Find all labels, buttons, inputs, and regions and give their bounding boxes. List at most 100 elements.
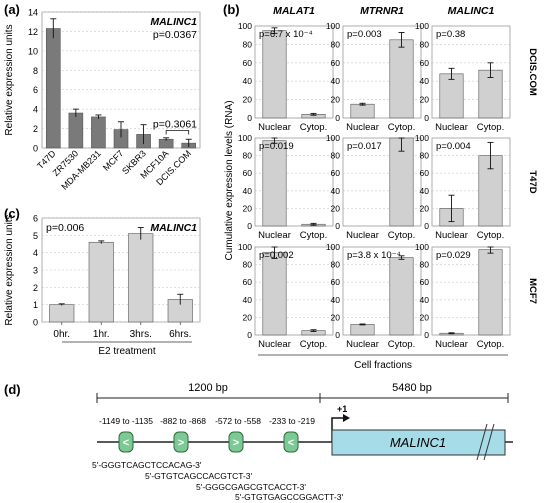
- chart-b: MALAT1 MTRNR1 MALINC1 DCIS.COM T47D MCF7 0 20 40…: [224, 5, 538, 371]
- y-tick-label: 6: [33, 85, 38, 95]
- y-tick-label: 100: [415, 21, 429, 31]
- p-value: p=6.7 x 10⁻⁴: [259, 29, 313, 40]
- x-axis-label: Cell fractions: [354, 360, 412, 371]
- y-tick-label: 20: [420, 203, 430, 213]
- x-tick-label: Cytop.: [388, 230, 415, 241]
- y-tick-label: 6: [33, 214, 38, 224]
- y-tick-label: 60: [331, 58, 341, 68]
- y-tick-label: 80: [243, 151, 253, 161]
- x-tick-label: Nuclear: [258, 230, 291, 241]
- y-tick-label: 100: [238, 242, 252, 252]
- ere-site-1: < -1149 to -1135: [99, 416, 153, 453]
- y-tick-label: 0: [247, 113, 252, 123]
- y-tick-label: 0: [424, 113, 429, 123]
- y-tick-label: 20: [331, 312, 341, 322]
- y-tick-label: 0: [33, 144, 38, 154]
- y-tick-label: 5: [33, 231, 38, 241]
- y-tick-label: 100: [415, 133, 429, 143]
- y-tick-label: 8: [33, 66, 38, 76]
- x-tick-label: 1hr.: [93, 329, 110, 340]
- column-title: MALINC1: [448, 5, 495, 17]
- ere-range: -1149 to -1135: [99, 416, 153, 426]
- bar: [262, 30, 287, 119]
- y-tick-label: 12: [28, 27, 38, 37]
- ere-box-icon: [173, 431, 189, 453]
- x-tick-label: Cytop.: [300, 230, 327, 241]
- y-tick-label: 40: [420, 186, 430, 196]
- x-tick-label: Cytop.: [388, 122, 415, 133]
- y-tick-label: 14: [28, 8, 38, 18]
- p-value: p=0.006: [46, 222, 84, 234]
- y-tick-label: 80: [420, 151, 430, 161]
- y-tick-label: 20: [420, 95, 430, 105]
- chart-title: MALINC1: [150, 16, 197, 28]
- x-tick-label: Nuclear: [435, 122, 468, 133]
- y-tick-label: 100: [326, 133, 340, 143]
- y-tick-label: 0: [424, 330, 429, 340]
- bar: [262, 251, 287, 336]
- ere-orientation-icon: >: [233, 437, 239, 449]
- promoter-diagram: 1200 bp 5480 bp +1 MALINC1 < -1149 to -1…: [92, 382, 513, 502]
- y-tick-label: 0: [247, 330, 252, 340]
- p-value: p=0.029: [436, 250, 471, 261]
- y-tick-label: 0: [335, 113, 340, 123]
- x-tick-label: 6hrs.: [169, 329, 191, 340]
- gene-length-label: 5480 bp: [392, 382, 432, 394]
- y-tick-label: 80: [420, 39, 430, 49]
- y-tick-label: 100: [326, 21, 340, 31]
- y-tick-label: 0: [335, 330, 340, 340]
- y-tick-label: 80: [331, 151, 341, 161]
- y-tick-label: 0: [424, 221, 429, 231]
- y-tick-label: 4: [33, 248, 38, 258]
- tss-label: +1: [337, 404, 347, 414]
- y-axis-label: Relative expression units: [4, 24, 15, 135]
- panel-b-letter: (b): [223, 2, 240, 17]
- x-tick-label: Cytop.: [300, 122, 327, 133]
- y-tick-label: 40: [243, 295, 253, 305]
- p-value: p=0.002: [259, 250, 294, 261]
- y-axis-label: Cumulative expression levels (RNA): [224, 100, 235, 260]
- p-value: p=0.003: [347, 29, 382, 40]
- y-tick-label: 20: [243, 203, 253, 213]
- bar: [45, 28, 61, 149]
- y-tick-label: 40: [420, 76, 430, 86]
- x-tick-label: Nuclear: [346, 122, 379, 133]
- chart-c: 0 1 2 3 4 5 6 0hr. 1hr. 3hrs. 6hrs. MALINC1 p=0.006 E…: [4, 214, 201, 357]
- y-axis-label: Relative expression units: [4, 214, 15, 325]
- y-tick-label: 60: [243, 168, 253, 178]
- bar: [389, 257, 414, 336]
- panel-a-letter: (a): [4, 2, 20, 17]
- bar: [389, 39, 414, 119]
- bar: [478, 249, 503, 336]
- ere-box-icon: [118, 431, 134, 453]
- y-tick-label: 3: [33, 266, 38, 276]
- chart-title: MALINC1: [150, 222, 197, 234]
- x-tick-label: Cytop.: [300, 339, 327, 350]
- ere-sequence-1: 5'-GGGTCAGCTCCACAG-3': [92, 460, 202, 470]
- y-tick-label: 2: [33, 283, 38, 293]
- x-tick-label: 0hr.: [53, 329, 70, 340]
- bar: [350, 103, 375, 119]
- bar: [439, 73, 464, 119]
- y-tick-label: 20: [243, 95, 253, 105]
- y-tick-label: 80: [331, 260, 341, 270]
- significance-bracket: [165, 130, 190, 135]
- gene-name: MALINC1: [390, 435, 446, 450]
- x-axis-label: E2 treatment: [98, 346, 155, 357]
- p-value: p=0.38: [436, 29, 465, 40]
- y-tick-label: 80: [243, 260, 253, 270]
- y-tick-label: 4: [33, 105, 38, 115]
- ere-orientation-icon: <: [123, 437, 129, 449]
- x-tick-label: Cytop.: [477, 122, 504, 133]
- break-mark-1: [476, 423, 488, 461]
- y-tick-label: 60: [420, 168, 430, 178]
- y-tick-label: 20: [331, 95, 341, 105]
- ere-sequence-4: 5'-GTGTGAGCCGGACTT-3': [235, 492, 343, 502]
- y-tick-label: 1: [33, 300, 38, 310]
- column-title: MTRNR1: [360, 5, 404, 17]
- ere-site-3: > -572 to -558: [215, 416, 261, 453]
- y-tick-label: 40: [331, 76, 341, 86]
- bar: [88, 241, 114, 323]
- ere-box-icon: [228, 431, 244, 453]
- y-tick-label: 60: [420, 58, 430, 68]
